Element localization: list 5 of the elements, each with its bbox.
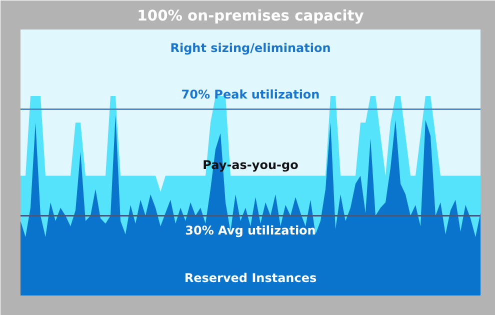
band-label: Right sizing/elimination bbox=[170, 41, 331, 56]
ref-line-label: 30% Avg utilization bbox=[185, 224, 316, 238]
annotation: Reserved Instances bbox=[184, 270, 317, 285]
chart-title: 100% on-premises capacity bbox=[137, 8, 364, 24]
ref-line-label: 70% Peak utilization bbox=[181, 87, 320, 102]
